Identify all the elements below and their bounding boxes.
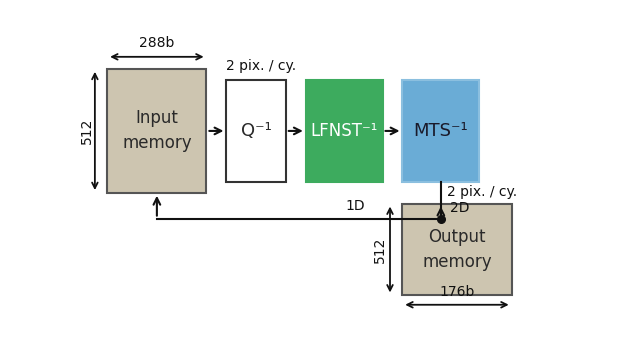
Text: 1D: 1D (346, 199, 365, 213)
Text: LFNST⁻¹: LFNST⁻¹ (310, 122, 378, 140)
Text: Q⁻¹: Q⁻¹ (241, 122, 271, 140)
Text: 176b: 176b (439, 285, 475, 299)
Text: MTS⁻¹: MTS⁻¹ (413, 122, 468, 140)
Text: 2 pix. / cy.: 2 pix. / cy. (227, 59, 296, 73)
Text: Output
memory: Output memory (422, 228, 492, 271)
Text: 2D: 2D (449, 201, 469, 215)
Bar (108, 69, 207, 193)
Text: 512: 512 (79, 118, 93, 144)
Text: 512: 512 (373, 236, 387, 263)
Bar (403, 80, 479, 182)
Bar (306, 80, 383, 182)
Text: Input
memory: Input memory (122, 110, 192, 153)
Bar (227, 80, 286, 182)
Text: 2 pix. / cy.: 2 pix. / cy. (447, 184, 517, 198)
Text: 288b: 288b (139, 36, 175, 50)
Bar (403, 204, 511, 295)
